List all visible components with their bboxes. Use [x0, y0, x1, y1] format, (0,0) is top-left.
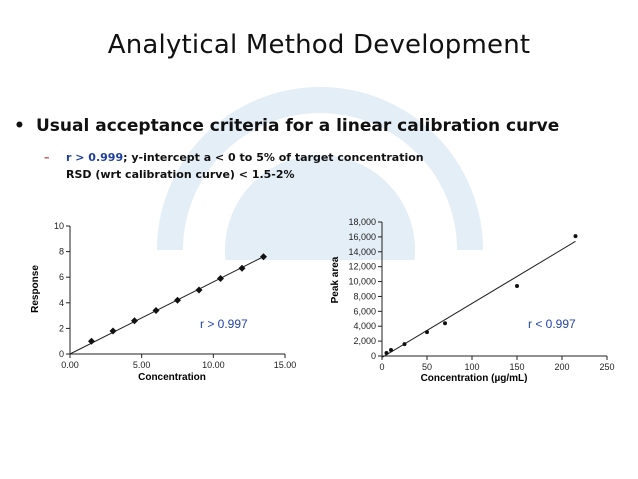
fit-line — [69, 256, 264, 355]
chart-left: Response Concentration r > 0.997 0 2 4 6 8 10… — [30, 221, 297, 383]
data-point — [425, 330, 429, 335]
data-point — [217, 274, 224, 282]
y-tick-label: 10,000 — [348, 277, 376, 287]
data-point — [238, 264, 246, 272]
sub-highlight: r > 0.999 — [66, 151, 124, 164]
data-point — [174, 296, 181, 304]
y-tick-label: 2 — [59, 323, 64, 333]
x-tick-label: 50 — [422, 362, 432, 372]
x-tick-label: 100 — [464, 362, 479, 372]
y-tick-label: 8 — [59, 247, 64, 257]
data-point — [260, 253, 267, 261]
data-point — [402, 342, 407, 347]
sub-text: ; y-intercept a < 0 to 5% of target conc… — [123, 151, 424, 164]
bullet-dot-icon: • — [14, 116, 25, 136]
fit-line — [381, 240, 576, 358]
x-tick-label: 150 — [509, 362, 524, 372]
y-tick-label: 4,000 — [353, 321, 376, 331]
y-tick-label: 6 — [59, 272, 64, 282]
r-annotation: r < 0.997 — [528, 317, 576, 331]
y-tick-label: 18,000 — [348, 217, 376, 227]
x-tick-label: 250 — [599, 362, 614, 372]
y-tick-label: 8,000 — [353, 291, 376, 301]
data-point — [88, 337, 95, 345]
sub-text-line2: RSD (wrt calibration curve) < 1.5-2% — [66, 168, 295, 181]
y-tick-label: 12,000 — [348, 262, 376, 272]
watermark-seal — [157, 87, 483, 260]
y-tick-label: 0 — [59, 349, 64, 359]
data-point — [443, 321, 447, 326]
x-axis-label: Concentration (µg/mL) — [421, 373, 528, 384]
x-tick-label: 15.00 — [274, 360, 297, 370]
page-title: Analytical Method Development — [107, 30, 531, 60]
y-tick-label: 0 — [371, 351, 376, 361]
data-point — [109, 327, 117, 335]
y-axis-label: Peak area — [330, 256, 341, 303]
data-point — [131, 317, 138, 325]
y-tick-label: 2,000 — [353, 336, 376, 346]
bullet-text: Usual acceptance criteria for a linear c… — [36, 116, 560, 136]
bullet-point: • Usual acceptance criteria for a linear … — [14, 116, 559, 136]
dash-icon: – — [44, 151, 50, 164]
y-tick-label: 10 — [54, 221, 64, 231]
x-tick-label: 0.00 — [61, 360, 79, 370]
y-tick-label: 14,000 — [348, 247, 376, 257]
sub-bullet: – r > 0.999; y-intercept a < 0 to 5% of t… — [44, 149, 424, 183]
data-point — [384, 351, 389, 356]
data-point — [573, 234, 578, 239]
y-tick-label: 6,000 — [353, 306, 376, 316]
x-tick-label: 0 — [379, 362, 384, 372]
x-tick-label: 200 — [554, 362, 569, 372]
y-tick-label: 4 — [59, 298, 64, 308]
x-axis-label: Concentration — [138, 372, 206, 383]
data-point — [515, 284, 519, 289]
chart-right: Peak area Concentration (µg/mL) r < 0.99… — [330, 217, 615, 384]
x-tick-label: 10.00 — [202, 360, 225, 370]
data-point — [389, 348, 393, 353]
y-tick-label: 16,000 — [348, 232, 376, 242]
x-tick-label: 5.00 — [133, 360, 151, 370]
y-axis-label: Response — [30, 265, 41, 313]
r-annotation: r > 0.997 — [200, 317, 248, 331]
data-point — [152, 306, 160, 314]
data-point — [195, 286, 203, 294]
